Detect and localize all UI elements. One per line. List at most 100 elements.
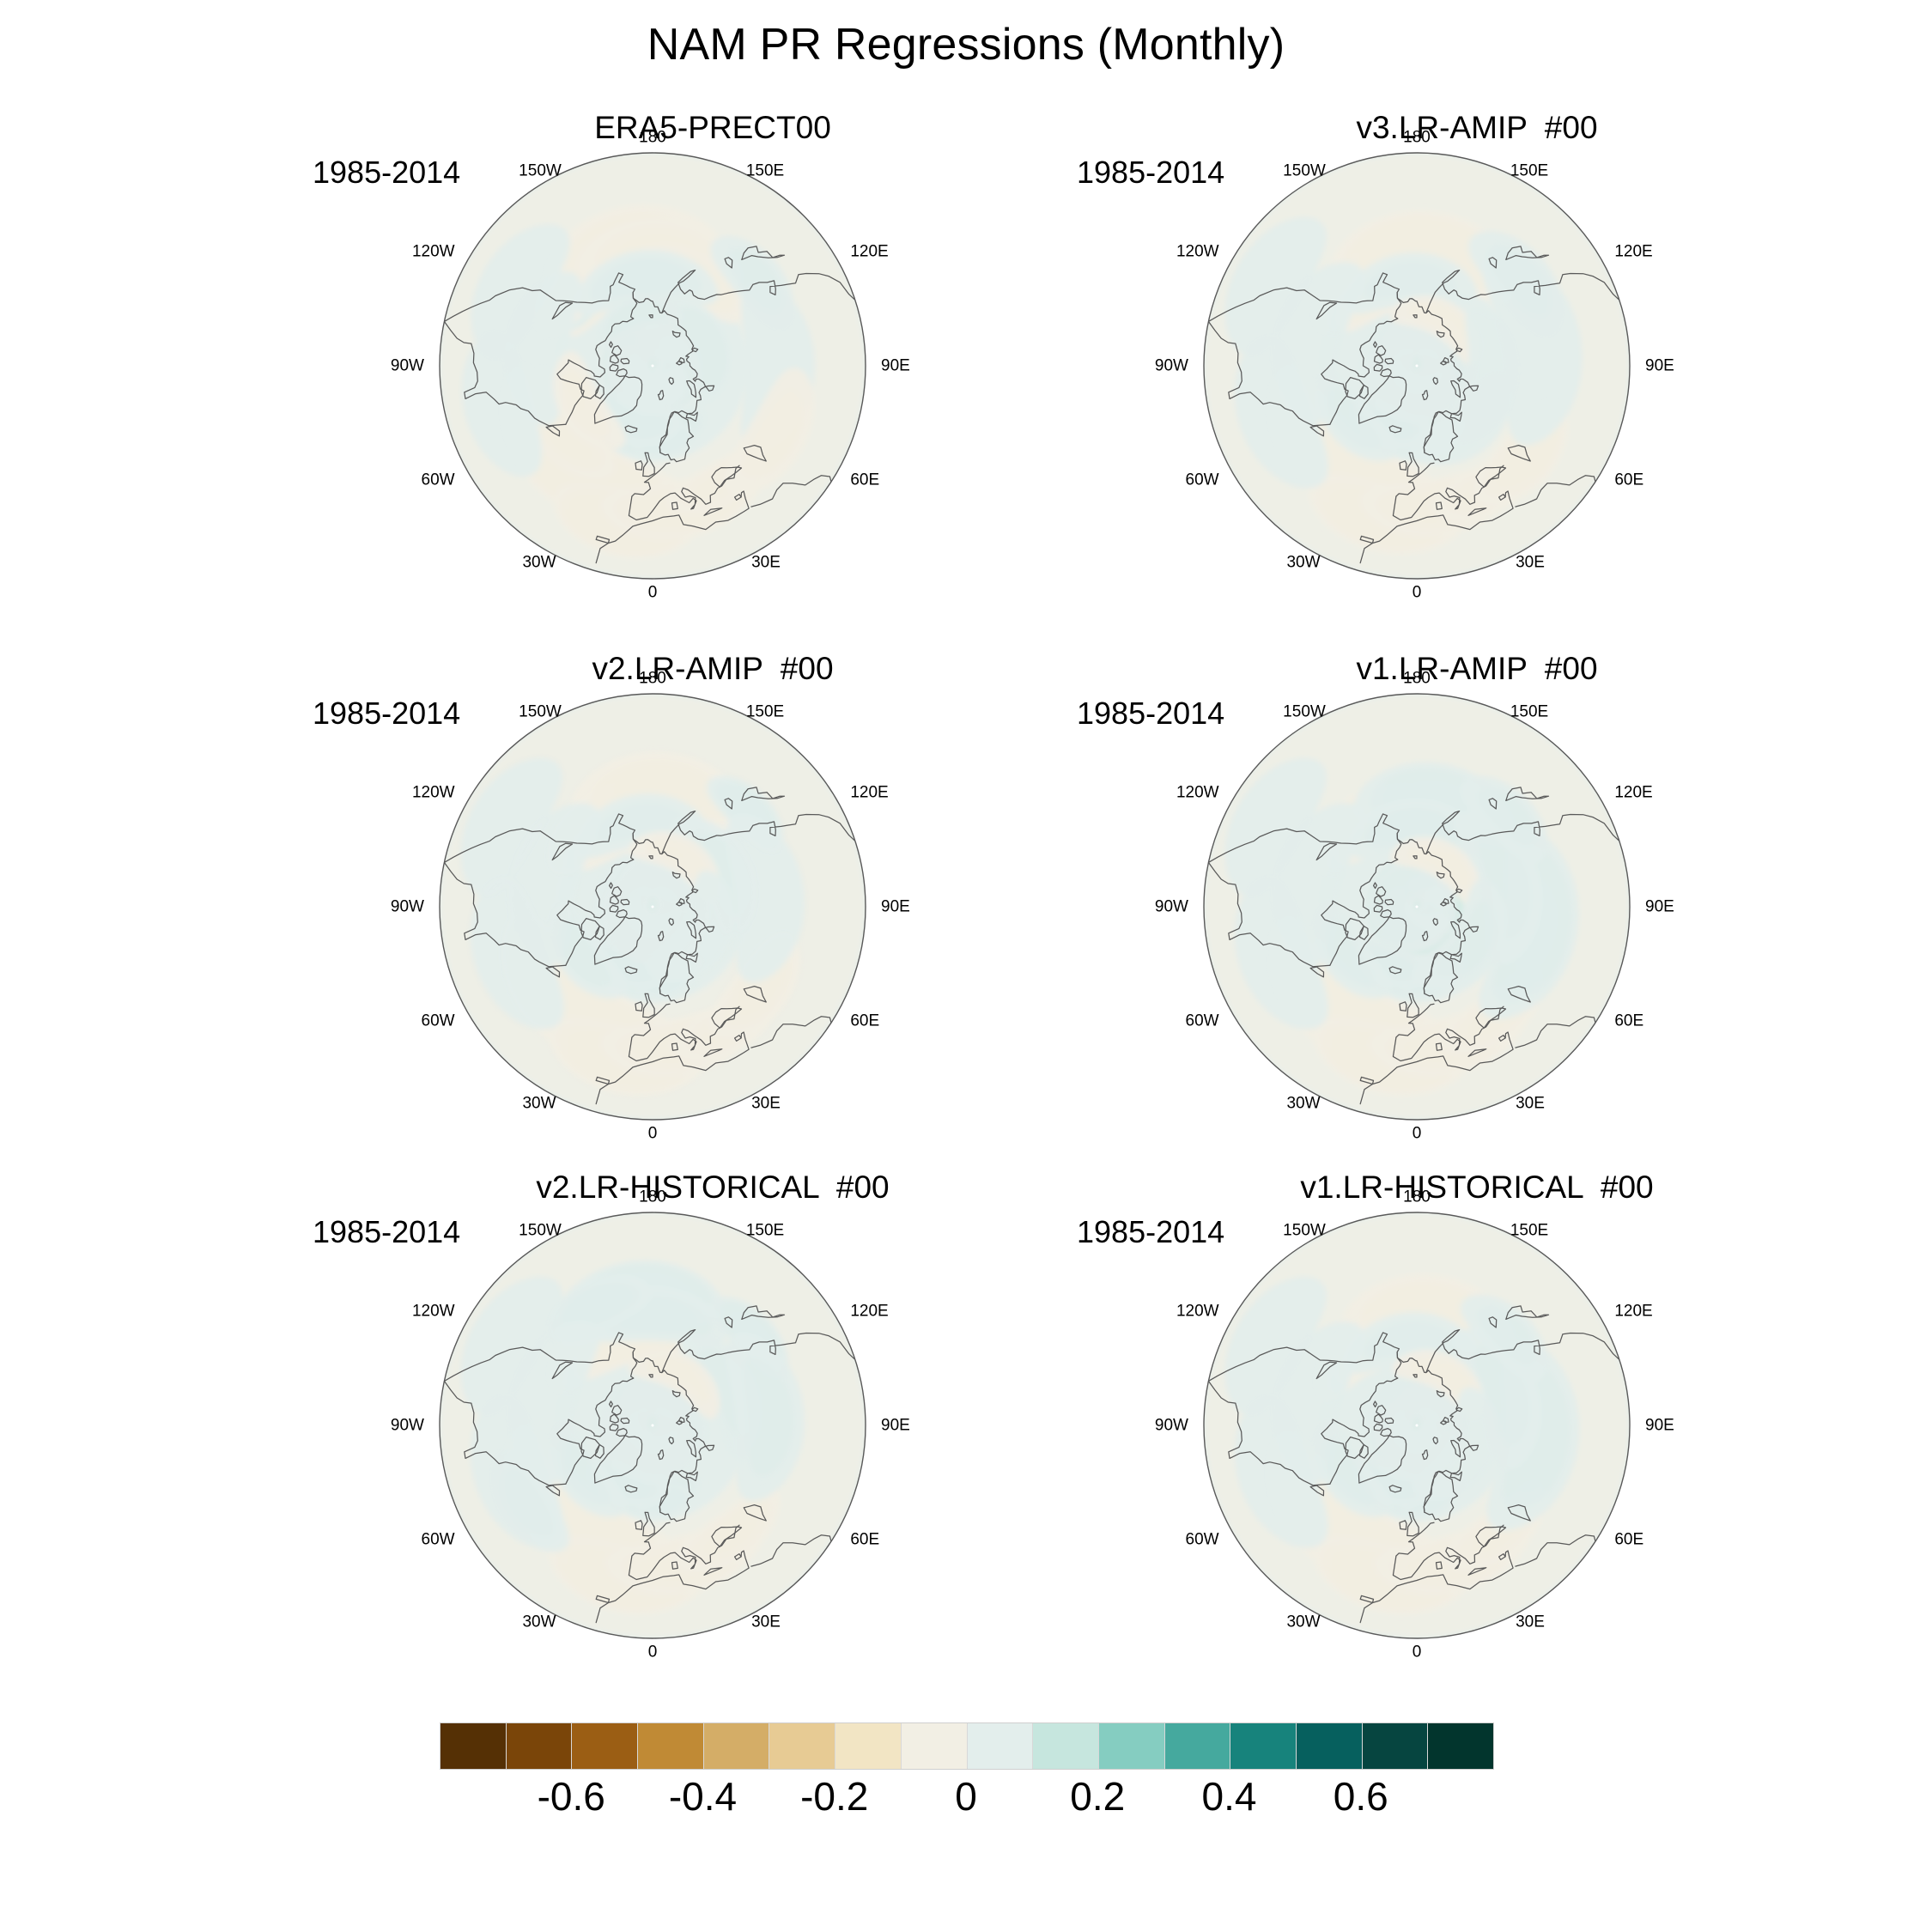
colorbar-tick-2: -0.4 <box>668 1774 738 1819</box>
longitude-label-left_upper: 120W <box>411 242 455 261</box>
longitude-label-right_mid: 90E <box>1645 897 1674 916</box>
longitude-label-left_mid: 90W <box>1154 897 1188 916</box>
longitude-label-upper_right: 150E <box>745 161 785 180</box>
globe-wrap-6: 180 150W 150E 120W 120E 90W 90E 60W 60E 30W 30E 0 <box>1022 1170 1932 1685</box>
longitude-label-right_upper: 120E <box>850 242 889 261</box>
map-panel-3: v2.LR-AMIP #00 1985-2014 180 150W 150E 120W 12… <box>258 651 1168 1166</box>
longitude-label-bottom: 0 <box>647 1643 658 1662</box>
colorbar-swatch-7 <box>835 1723 902 1769</box>
colorbar-tick-5: 0.2 <box>1070 1774 1126 1819</box>
longitude-label-bottom: 0 <box>1412 1643 1422 1662</box>
longitude-label-left_lower: 60W <box>421 1012 455 1030</box>
longitude-label-right_upper: 120E <box>850 1302 889 1321</box>
polar-stereographic-map-3 <box>421 675 884 1139</box>
longitude-label-upper_left: 150W <box>1283 702 1326 721</box>
globe-wrap-3: 180 150W 150E 120W 120E 90W 90E 60W 60E 30W 30E 0 <box>258 651 1168 1166</box>
colorbar-tick-3: -0.2 <box>800 1774 869 1819</box>
colorbar <box>440 1722 1494 1770</box>
colorbar-swatch-12 <box>1164 1723 1231 1769</box>
longitude-label-left_mid: 90W <box>390 356 424 375</box>
longitude-label-top: 180 <box>639 128 666 147</box>
longitude-label-right_lower: 60E <box>1614 1530 1644 1549</box>
longitude-label-left_upper: 120W <box>411 1302 455 1321</box>
longitude-label-upper_left: 150W <box>519 161 562 180</box>
panel-title-6: v1.LR-HISTORICAL #00 <box>1300 1170 1654 1205</box>
longitude-label-right_lower: 60E <box>850 1530 880 1549</box>
longitude-label-left_upper: 120W <box>1176 1302 1219 1321</box>
polar-stereographic-map-6 <box>1185 1194 1649 1657</box>
longitude-label-lower_left: 30W <box>522 553 556 572</box>
longitude-label-upper_left: 150W <box>519 1221 562 1240</box>
longitude-label-lower_right: 30E <box>751 1613 781 1631</box>
colorbar-swatch-11 <box>1098 1723 1165 1769</box>
globe-wrap-1: 180 150W 150E 120W 120E 90W 90E 60W 60E 30W 30E 0 <box>258 110 1168 625</box>
longitude-label-upper_right: 150E <box>1510 161 1549 180</box>
colorbar-swatch-9 <box>967 1723 1034 1769</box>
panel-period-label-4: 1985-2014 <box>1077 696 1225 731</box>
longitude-label-top: 180 <box>1403 1188 1431 1206</box>
polar-stereographic-map-1 <box>421 134 884 598</box>
map-panel-1: ERA5-PRECT00 1985-2014 180 150W 150E 120W 120E… <box>258 110 1168 625</box>
colorbar-swatch-10 <box>1033 1723 1099 1769</box>
colorbar-swatch-5 <box>703 1723 770 1769</box>
longitude-label-left_mid: 90W <box>1154 1416 1188 1435</box>
colorbar-swatch-1 <box>440 1723 507 1769</box>
panel-title-5: v2.LR-HISTORICAL #00 <box>536 1170 890 1205</box>
map-panel-5: v2.LR-HISTORICAL #00 1985-2014 180 150W 150E… <box>258 1170 1168 1685</box>
colorbar-tick-7: 0.6 <box>1333 1774 1388 1819</box>
longitude-label-upper_right: 150E <box>1510 702 1549 721</box>
longitude-label-left_mid: 90W <box>390 897 424 916</box>
longitude-label-upper_left: 150W <box>1283 161 1326 180</box>
longitude-label-left_upper: 120W <box>411 783 455 802</box>
longitude-label-top: 180 <box>639 1188 666 1206</box>
longitude-label-right_mid: 90E <box>1645 1416 1674 1435</box>
panel-period-label-6: 1985-2014 <box>1077 1214 1225 1249</box>
longitude-label-upper_left: 150W <box>519 702 562 721</box>
panel-period-label-1: 1985-2014 <box>313 155 461 190</box>
longitude-label-lower_right: 30E <box>751 553 781 572</box>
polar-stereographic-map-2 <box>1185 134 1649 598</box>
longitude-label-right_lower: 60E <box>1614 1012 1644 1030</box>
longitude-label-upper_left: 150W <box>1283 1221 1326 1240</box>
longitude-label-right_lower: 60E <box>850 1012 880 1030</box>
longitude-label-left_lower: 60W <box>1185 1530 1219 1549</box>
longitude-label-lower_left: 30W <box>1286 1094 1321 1113</box>
colorbar-swatch-3 <box>572 1723 639 1769</box>
colorbar-tick-labels: -0.6 -0.4 -0.2 0 0.2 0.4 0.6 <box>440 1773 1492 1825</box>
longitude-label-right_mid: 90E <box>1645 356 1674 375</box>
colorbar-swatch-15 <box>1362 1723 1429 1769</box>
longitude-label-right_upper: 120E <box>1614 783 1653 802</box>
figure-title: NAM PR Regressions (Monthly) <box>647 20 1285 70</box>
longitude-label-right_mid: 90E <box>881 356 910 375</box>
globe-wrap-4: 180 150W 150E 120W 120E 90W 90E 60W 60E 30W 30E 0 <box>1022 651 1932 1166</box>
longitude-label-lower_right: 30E <box>751 1094 781 1113</box>
colorbar-swatch-2 <box>506 1723 573 1769</box>
longitude-label-left_mid: 90W <box>1154 356 1188 375</box>
colorbar-tick-1: -0.6 <box>537 1774 605 1819</box>
longitude-label-upper_right: 150E <box>745 1221 785 1240</box>
longitude-label-left_lower: 60W <box>1185 1012 1219 1030</box>
longitude-label-lower_left: 30W <box>1286 553 1321 572</box>
longitude-label-right_mid: 90E <box>881 897 910 916</box>
longitude-label-bottom: 0 <box>1412 583 1422 602</box>
longitude-label-upper_right: 150E <box>745 702 785 721</box>
longitude-label-right_upper: 120E <box>1614 1302 1653 1321</box>
colorbar-group: -0.6 -0.4 -0.2 0 0.2 0.4 0.6 <box>0 1713 1932 1868</box>
colorbar-swatch-8 <box>901 1723 968 1769</box>
longitude-label-bottom: 0 <box>647 1124 658 1143</box>
longitude-label-lower_left: 30W <box>1286 1613 1321 1631</box>
longitude-label-upper_right: 150E <box>1510 1221 1549 1240</box>
panel-title-1: ERA5-PRECT00 <box>594 110 831 145</box>
longitude-label-lower_right: 30E <box>1516 553 1545 572</box>
longitude-label-bottom: 0 <box>647 583 658 602</box>
longitude-label-left_upper: 120W <box>1176 783 1219 802</box>
longitude-label-lower_right: 30E <box>1516 1613 1545 1631</box>
longitude-label-lower_left: 30W <box>522 1613 556 1631</box>
colorbar-tick-4: 0 <box>955 1774 977 1819</box>
longitude-label-left_mid: 90W <box>390 1416 424 1435</box>
longitude-label-lower_left: 30W <box>522 1094 556 1113</box>
longitude-label-top: 180 <box>1403 669 1431 688</box>
panel-title-3: v2.LR-AMIP #00 <box>592 651 834 686</box>
longitude-label-lower_right: 30E <box>1516 1094 1545 1113</box>
panel-period-label-5: 1985-2014 <box>313 1214 461 1249</box>
